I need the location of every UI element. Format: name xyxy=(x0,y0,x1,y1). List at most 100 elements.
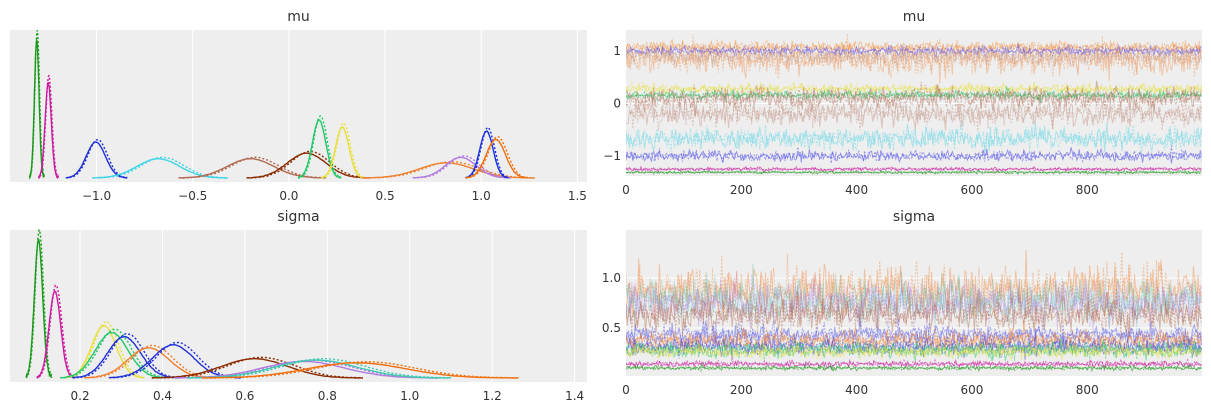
kde-curve xyxy=(202,361,519,379)
kde-curve xyxy=(60,328,166,379)
chain-trace xyxy=(626,43,1202,59)
kde-curve xyxy=(65,320,145,379)
chain-trace xyxy=(626,337,1202,362)
kde-curve xyxy=(25,229,53,379)
kde-curve xyxy=(36,290,75,379)
kde-curve xyxy=(246,152,370,179)
x-tick-label: 200 xyxy=(730,183,753,197)
kde-curve xyxy=(465,138,528,179)
chain-trace xyxy=(626,44,1202,71)
mu-posterior-panel: mu −1.0 −0.5 0.0 0.5 1.0 1.5 xyxy=(10,9,587,203)
chain-trace xyxy=(626,87,1202,102)
kde-curve xyxy=(65,138,128,179)
panel-title: sigma xyxy=(277,209,319,225)
x-tick-label: 1.5 xyxy=(568,189,587,203)
x-tick-label: 200 xyxy=(730,383,753,397)
y-tick-label: −1 xyxy=(603,149,621,163)
kde-curve xyxy=(72,332,179,379)
kde-curve xyxy=(92,157,228,179)
chain-trace xyxy=(626,89,1202,131)
mu-trace-panel: mu 0 200 400 600 800 −1 0 1 xyxy=(603,9,1202,197)
chain-trace xyxy=(626,147,1202,164)
x-tick-label: 800 xyxy=(1076,383,1099,397)
chain-trace xyxy=(626,165,1202,173)
kde-curve xyxy=(36,284,75,379)
kde-curve xyxy=(108,343,241,379)
chain-trace xyxy=(626,33,1202,79)
kde-curve xyxy=(465,136,528,179)
kde-curve xyxy=(72,335,179,379)
x-tick-label: −1.0 xyxy=(82,189,111,203)
chain-trace xyxy=(626,278,1202,340)
chain-trace xyxy=(626,81,1202,112)
sigma-trace-panel: sigma 0 200 400 600 800 0.5 1.0 xyxy=(602,209,1202,397)
chain-trace xyxy=(626,39,1202,84)
x-tick-label: 1.4 xyxy=(565,389,584,403)
x-tick-label: −0.5 xyxy=(178,189,207,203)
kde-curve xyxy=(320,126,365,179)
chain-trace xyxy=(626,85,1202,103)
x-tick-label: 0 xyxy=(622,183,630,197)
chain-trace xyxy=(626,263,1202,330)
chain-trace xyxy=(626,363,1202,373)
chain-trace xyxy=(626,275,1202,332)
kde-curve xyxy=(28,30,45,180)
kde-curve xyxy=(321,121,365,179)
kde-curve xyxy=(84,347,217,379)
x-tick-label: 0.2 xyxy=(71,389,90,403)
kde-curve xyxy=(84,344,217,379)
x-tick-label: 1.2 xyxy=(483,389,502,403)
kde-curve xyxy=(297,115,342,179)
chain-trace xyxy=(626,80,1202,98)
y-tick-label: 1 xyxy=(613,44,621,58)
sigma-posterior-panel: sigma 0.2 0.4 0.6 0.8 1.0 1.2 1.4 xyxy=(10,209,587,403)
y-tick-label: 1.0 xyxy=(602,271,621,285)
kde-curve xyxy=(297,119,342,179)
x-tick-label: 0.5 xyxy=(376,189,395,203)
x-tick-label: 0.0 xyxy=(279,189,298,203)
chain-trace xyxy=(626,252,1202,333)
chain-trace xyxy=(626,358,1202,370)
plot-area xyxy=(10,230,587,382)
x-tick-label: 1.0 xyxy=(400,389,419,403)
x-tick-label: 0 xyxy=(622,383,630,397)
x-tick-label: 400 xyxy=(845,383,868,397)
x-tick-label: 600 xyxy=(960,383,983,397)
kde-curve xyxy=(151,357,363,379)
chain-trace xyxy=(626,44,1202,58)
chain-trace xyxy=(626,121,1202,153)
chain-trace xyxy=(626,81,1202,97)
chain-trace xyxy=(626,168,1202,175)
x-tick-label: 600 xyxy=(960,183,983,197)
chain-trace xyxy=(626,44,1202,70)
chain-trace xyxy=(626,80,1202,117)
kde-curve xyxy=(37,74,59,181)
chain-trace xyxy=(626,319,1202,350)
chain-trace xyxy=(626,271,1202,332)
kde-curve xyxy=(465,129,509,179)
kde-curve xyxy=(60,331,166,379)
chain-trace xyxy=(626,357,1202,369)
chain-trace xyxy=(626,340,1202,361)
chain-trace xyxy=(626,91,1202,131)
kde-curve xyxy=(187,358,452,379)
trace-lines xyxy=(626,33,1202,176)
panel-title: mu xyxy=(903,9,926,25)
y-tick-label: 0 xyxy=(613,97,621,111)
x-tick-label: 0.8 xyxy=(318,389,337,403)
chain-trace xyxy=(626,286,1202,339)
chain-trace xyxy=(626,120,1202,158)
trace-lines xyxy=(626,249,1202,373)
x-tick-label: 800 xyxy=(1076,183,1099,197)
kde-curve xyxy=(465,126,509,179)
x-tick-label: 0.4 xyxy=(153,389,172,403)
chain-trace xyxy=(626,165,1202,173)
y-tick-label: 0.5 xyxy=(602,321,621,335)
panel-title: sigma xyxy=(893,209,935,225)
x-tick-label: 0.6 xyxy=(235,389,254,403)
x-tick-label: 1.0 xyxy=(472,189,491,203)
kde-curve xyxy=(151,356,363,379)
kde-curve xyxy=(178,156,327,179)
chain-trace xyxy=(626,320,1202,354)
kde-curve xyxy=(246,150,370,179)
